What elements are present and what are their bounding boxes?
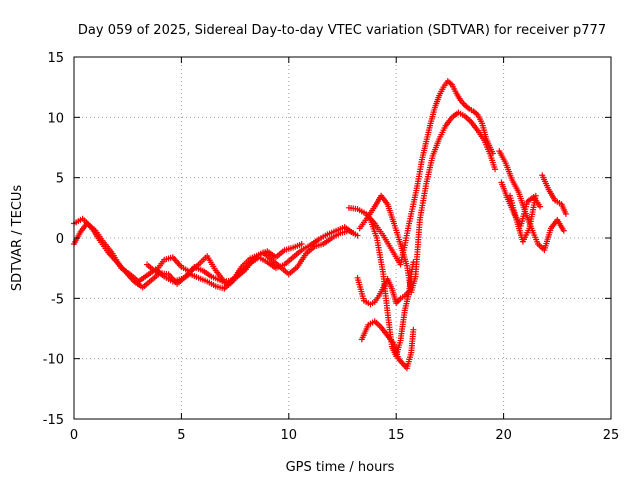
y-tick-label: -15 (43, 413, 64, 428)
y-tick-label: 5 (56, 172, 64, 187)
x-tick-label: 10 (281, 428, 298, 443)
y-tick-label: 10 (47, 111, 64, 126)
chart-title: Day 059 of 2025, Sidereal Day-to-day VTE… (78, 23, 606, 38)
data-point (354, 232, 361, 239)
data-point (410, 326, 417, 333)
data-point (298, 241, 305, 248)
data-point (537, 203, 544, 210)
x-tick-label: 25 (603, 428, 620, 443)
data-point (492, 166, 499, 173)
x-tick-label: 5 (177, 428, 185, 443)
x-tick-label: 0 (70, 428, 78, 443)
data-point (406, 289, 413, 296)
y-tick-label: 0 (56, 232, 64, 247)
data-point (560, 227, 567, 234)
axes: 0 5 10 15 20 25 -15 -10 -5 0 5 10 15 (43, 51, 620, 443)
data-point (532, 192, 539, 199)
x-tick-label: 15 (388, 428, 405, 443)
y-tick-label: 15 (47, 51, 64, 66)
plot-area (71, 78, 569, 372)
grid (73, 56, 612, 420)
data-point (562, 210, 569, 217)
y-tick-label: -5 (51, 292, 64, 307)
y-tick-label: -10 (43, 353, 64, 368)
x-axis-label: GPS time / hours (286, 460, 395, 475)
data-point (410, 259, 417, 266)
y-axis-label: SDTVAR / TECUs (10, 185, 25, 292)
x-tick-label: 20 (495, 428, 512, 443)
